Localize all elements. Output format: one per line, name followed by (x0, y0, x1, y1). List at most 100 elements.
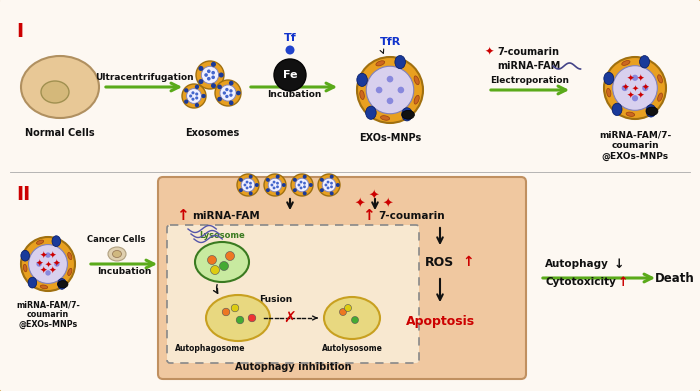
Circle shape (303, 185, 306, 188)
Circle shape (249, 182, 252, 185)
Ellipse shape (414, 76, 419, 85)
Circle shape (268, 178, 282, 192)
Text: Incubation: Incubation (267, 90, 321, 99)
Ellipse shape (607, 88, 611, 97)
Text: ✦: ✦ (383, 197, 393, 210)
Circle shape (386, 98, 393, 104)
Text: Death: Death (655, 271, 695, 285)
Circle shape (632, 95, 638, 101)
Circle shape (340, 308, 346, 316)
Circle shape (320, 188, 324, 192)
Circle shape (195, 92, 198, 95)
Text: ✦: ✦ (48, 267, 56, 276)
Circle shape (276, 185, 279, 188)
Ellipse shape (324, 297, 380, 339)
Circle shape (309, 183, 313, 187)
Ellipse shape (360, 90, 364, 99)
Circle shape (207, 255, 216, 264)
Text: Fe: Fe (283, 70, 298, 80)
Text: ✦: ✦ (40, 252, 48, 261)
Text: ✦: ✦ (355, 197, 365, 210)
Circle shape (318, 174, 340, 196)
Ellipse shape (626, 112, 635, 117)
Ellipse shape (622, 61, 630, 65)
Circle shape (330, 185, 333, 188)
Text: II: II (16, 185, 30, 204)
Text: ✦: ✦ (641, 84, 649, 93)
Ellipse shape (402, 110, 414, 119)
Circle shape (195, 85, 199, 89)
Ellipse shape (113, 251, 122, 258)
Circle shape (246, 187, 248, 189)
Circle shape (286, 45, 295, 54)
Text: ↑: ↑ (462, 255, 474, 269)
Ellipse shape (357, 73, 368, 86)
Text: ✦: ✦ (369, 190, 379, 203)
Circle shape (276, 175, 280, 179)
Circle shape (302, 175, 307, 179)
Circle shape (272, 181, 276, 183)
Text: miRNA-FAM/7-: miRNA-FAM/7- (599, 130, 671, 139)
Circle shape (300, 187, 302, 189)
Circle shape (211, 265, 220, 274)
Ellipse shape (57, 278, 66, 289)
Circle shape (222, 308, 230, 316)
Circle shape (642, 85, 648, 91)
Circle shape (248, 175, 253, 179)
Circle shape (225, 95, 229, 98)
Circle shape (189, 95, 192, 98)
Circle shape (211, 83, 216, 88)
Circle shape (229, 81, 234, 86)
Circle shape (198, 66, 204, 71)
Ellipse shape (206, 295, 270, 341)
Circle shape (632, 75, 638, 81)
Circle shape (236, 316, 244, 324)
Text: Apoptosis: Apoptosis (405, 316, 475, 328)
Circle shape (230, 93, 232, 97)
Circle shape (239, 178, 243, 182)
Circle shape (211, 62, 216, 67)
Circle shape (46, 252, 50, 258)
Circle shape (202, 94, 206, 98)
Circle shape (298, 183, 300, 187)
Circle shape (320, 178, 324, 182)
Circle shape (220, 85, 236, 101)
Ellipse shape (402, 108, 412, 121)
Text: @EXOs-MNPs: @EXOs-MNPs (601, 152, 668, 161)
Circle shape (229, 100, 234, 105)
Circle shape (207, 70, 211, 73)
Circle shape (264, 174, 286, 196)
Text: Autophagosome: Autophagosome (175, 344, 245, 353)
Circle shape (246, 181, 248, 183)
Text: EXOs-MNPs: EXOs-MNPs (359, 133, 421, 143)
Text: Tf: Tf (284, 33, 296, 43)
Circle shape (196, 61, 224, 89)
Text: Normal Cells: Normal Cells (25, 128, 94, 138)
Text: ✦: ✦ (626, 92, 634, 101)
Text: ↑: ↑ (176, 208, 188, 224)
Ellipse shape (365, 106, 376, 119)
Circle shape (366, 66, 414, 114)
Text: 7-coumarin: 7-coumarin (497, 47, 559, 57)
Circle shape (187, 88, 202, 104)
Circle shape (211, 75, 215, 79)
Text: ✦: ✦ (622, 84, 629, 93)
Circle shape (195, 103, 199, 107)
Circle shape (54, 261, 60, 267)
Circle shape (255, 183, 259, 187)
Ellipse shape (195, 242, 249, 282)
Circle shape (295, 178, 309, 192)
Text: Fusion: Fusion (260, 296, 293, 305)
Text: ✦: ✦ (53, 260, 60, 269)
Circle shape (202, 66, 218, 84)
Circle shape (322, 178, 336, 192)
Text: ↓: ↓ (614, 258, 624, 271)
Circle shape (211, 71, 215, 75)
FancyBboxPatch shape (167, 225, 419, 363)
Text: coumarin: coumarin (27, 310, 69, 319)
Ellipse shape (57, 281, 68, 288)
Text: Cytotoxicity: Cytotoxicity (545, 277, 616, 287)
Circle shape (184, 88, 188, 93)
Circle shape (239, 188, 243, 192)
Text: miRNA-FAM: miRNA-FAM (497, 61, 560, 71)
